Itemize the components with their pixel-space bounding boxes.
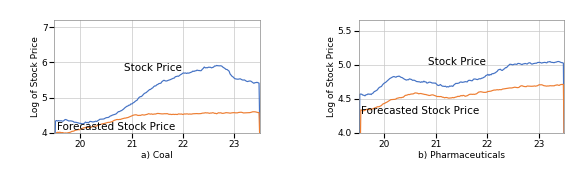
Text: Forecasted Stock Price: Forecasted Stock Price — [362, 106, 480, 116]
Text: Forecasted Stock Price: Forecasted Stock Price — [57, 122, 175, 132]
Text: Stock Price: Stock Price — [428, 57, 486, 67]
Y-axis label: Log of Stock Price: Log of Stock Price — [327, 36, 336, 117]
X-axis label: b) Pharmaceuticals: b) Pharmaceuticals — [418, 151, 505, 160]
Y-axis label: Log of Stock Price: Log of Stock Price — [32, 36, 40, 117]
Text: Stock Price: Stock Price — [124, 63, 182, 73]
X-axis label: a) Coal: a) Coal — [142, 151, 173, 160]
